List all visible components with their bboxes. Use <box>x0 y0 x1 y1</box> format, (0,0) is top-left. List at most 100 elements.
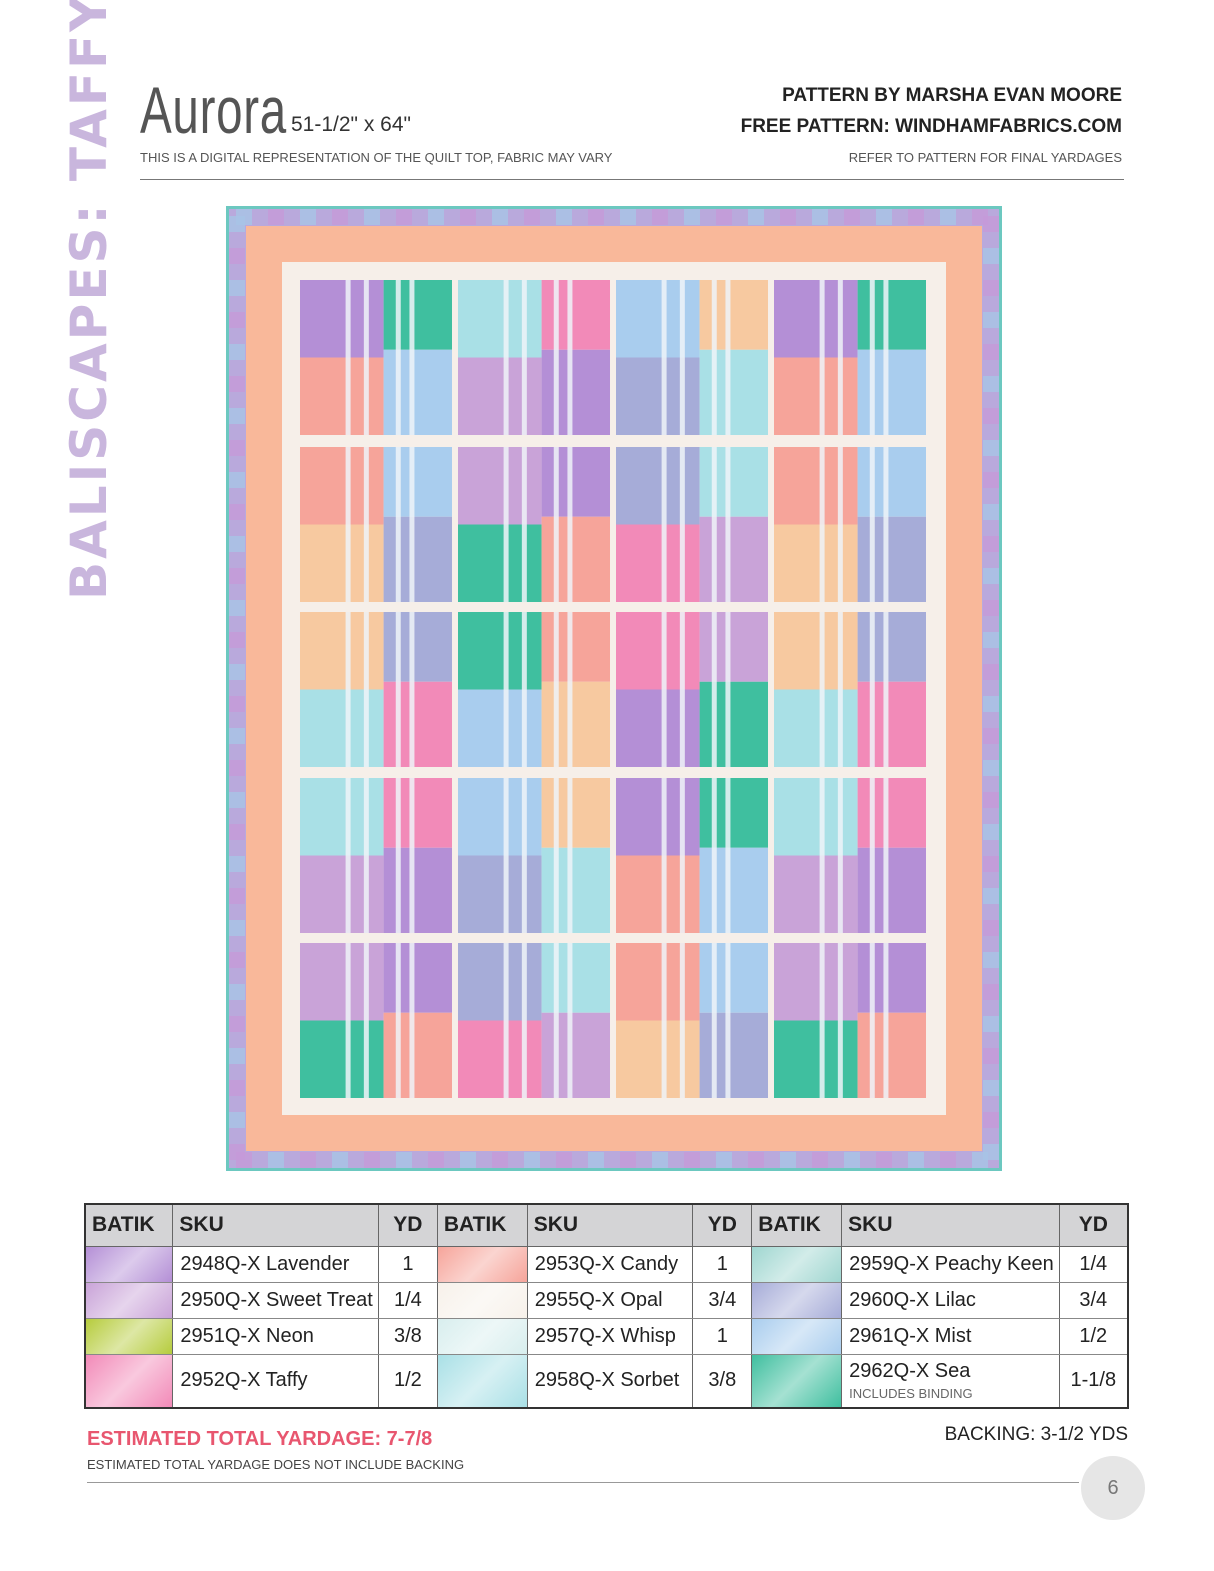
collection-title: BALISCAPES: TAFFY <box>60 0 118 600</box>
border-patch <box>229 376 245 392</box>
quilt-stripe <box>661 943 667 1098</box>
quilt-patch <box>699 447 768 517</box>
border-patch <box>229 248 245 264</box>
quilt-patch <box>383 778 452 848</box>
quilt-stripe <box>521 280 527 435</box>
border-patch <box>229 984 245 1000</box>
border-patch <box>983 632 999 648</box>
border-patch <box>364 1152 380 1168</box>
quilt-stripe <box>395 280 401 435</box>
sku-text: 2960Q-X Lilac <box>849 1288 976 1311</box>
fabric-swatch <box>437 1282 528 1319</box>
quilt-patch <box>774 778 858 856</box>
quilt-stripe <box>883 447 889 602</box>
yardage-cell: 1 <box>692 1318 753 1355</box>
border-patch <box>588 209 604 225</box>
border-patch <box>332 209 348 225</box>
border-patch <box>983 728 999 744</box>
border-patch <box>983 376 999 392</box>
quilt-stripe <box>567 612 573 767</box>
quilt-stripe <box>711 943 717 1098</box>
border-patch <box>229 1144 245 1160</box>
quilt-patch <box>458 943 542 1021</box>
quilt-stripe <box>869 612 875 767</box>
quilt-stripe <box>395 612 401 767</box>
border-patch <box>983 920 999 936</box>
border-patch <box>229 728 245 744</box>
border-patch <box>983 216 999 232</box>
yardage-note: REFER TO PATTERN FOR FINAL YARDAGES <box>848 150 1122 165</box>
sku-text: 2962Q-X Sea <box>849 1360 971 1383</box>
quilt-stripe <box>521 447 527 602</box>
sku-note: INCLUDES BINDING <box>849 1386 973 1402</box>
quilt-stripe <box>819 280 825 435</box>
quilt-patch <box>541 1012 610 1098</box>
sku-text: 2957Q-X Whisp <box>534 1324 676 1347</box>
border-patch <box>229 760 245 776</box>
quilt-patch <box>774 447 858 525</box>
fabric-swatch <box>85 1246 174 1283</box>
quilt-patch <box>300 357 384 435</box>
quilt-stripe <box>363 612 369 767</box>
quilt-patch <box>541 612 610 682</box>
quilt-stripe <box>725 280 731 435</box>
quilt-patch <box>774 612 858 690</box>
border-patch <box>983 408 999 424</box>
quilt-patch <box>616 524 700 602</box>
quilt-patch <box>774 524 858 602</box>
quilt-patch <box>541 943 610 1013</box>
quilt-stripe <box>395 778 401 933</box>
quilt-stripe <box>837 280 843 435</box>
table-row: 2951Q-X Neon 3/8 2957Q-X Whisp 1 2961Q-X Mis… <box>85 1318 1129 1355</box>
fabric-swatch <box>751 1354 843 1409</box>
divider <box>140 179 1124 180</box>
quilt-patch <box>458 524 542 602</box>
yardage-cell: 3/8 <box>378 1318 438 1355</box>
yardage-cell: 1/2 <box>378 1354 438 1409</box>
quilt-stripe <box>869 943 875 1098</box>
quilt-patch <box>383 612 452 682</box>
quilt-stripe <box>395 943 401 1098</box>
yardage-cell: 1/4 <box>378 1282 438 1319</box>
border-patch <box>983 344 999 360</box>
border-patch <box>844 209 860 225</box>
quilt-stripe <box>553 612 559 767</box>
quilt-stripe <box>553 447 559 602</box>
quilt-patch <box>616 447 700 525</box>
column-header-sku: SKU <box>172 1204 379 1247</box>
quilt-patch <box>458 689 542 767</box>
border-patch <box>983 312 999 328</box>
border-patch <box>983 856 999 872</box>
quilt-patch <box>616 1020 700 1098</box>
border-patch <box>940 209 956 225</box>
sku-cell: 2950Q-X Sweet Treat <box>172 1282 379 1319</box>
column-header-batik: BATIK <box>437 1204 528 1247</box>
quilt-stripe <box>503 612 509 767</box>
quilt-stripe <box>567 447 573 602</box>
border-patch <box>229 568 245 584</box>
quilt-patch <box>774 943 858 1021</box>
quilt-stripe <box>521 778 527 933</box>
quilt-patch <box>616 855 700 933</box>
border-patch <box>229 504 245 520</box>
quilt-stripe <box>725 778 731 933</box>
sku-cell: 2959Q-X Peachy Keen <box>841 1246 1060 1283</box>
table-row: 2952Q-X Taffy 1/2 2958Q-X Sorbet 3/8 2962Q-X… <box>85 1354 1129 1409</box>
border-patch <box>428 1152 444 1168</box>
pattern-title: Aurora <box>140 73 287 147</box>
quilt-stripe <box>345 943 351 1098</box>
quilt-patch <box>383 1012 452 1098</box>
quilt-patch <box>774 1020 858 1098</box>
quilt-stripe <box>553 280 559 435</box>
quilt-stripe <box>711 612 717 767</box>
quilt-stripe <box>869 447 875 602</box>
border-patch <box>716 1152 732 1168</box>
border-patch <box>983 824 999 840</box>
quilt-stripe <box>345 447 351 602</box>
border-patch <box>983 472 999 488</box>
sku-text: 2948Q-X Lavender <box>180 1252 350 1275</box>
free-pattern-link[interactable]: FREE PATTERN: WINDHAMFABRICS.COM <box>740 116 1122 137</box>
quilt-stripe <box>883 612 889 767</box>
border-patch <box>332 1152 348 1168</box>
border-patch <box>652 209 668 225</box>
